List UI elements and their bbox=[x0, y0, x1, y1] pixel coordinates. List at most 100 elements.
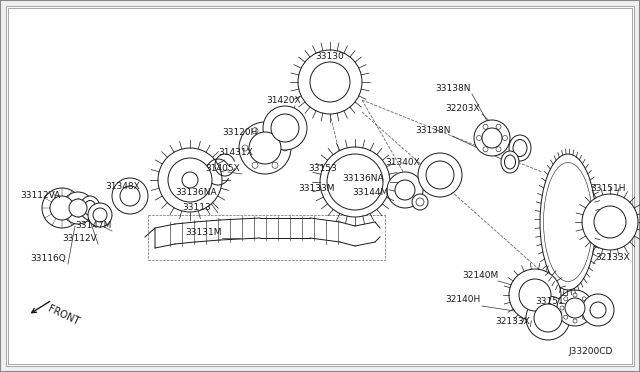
Circle shape bbox=[158, 148, 222, 212]
Circle shape bbox=[42, 188, 82, 228]
Circle shape bbox=[329, 156, 381, 208]
Text: 33112VA: 33112VA bbox=[20, 190, 60, 199]
Circle shape bbox=[335, 169, 340, 175]
Circle shape bbox=[327, 154, 383, 210]
Circle shape bbox=[69, 199, 87, 217]
Circle shape bbox=[582, 315, 586, 319]
Circle shape bbox=[88, 203, 112, 227]
Circle shape bbox=[483, 147, 488, 152]
Circle shape bbox=[565, 298, 585, 318]
Circle shape bbox=[182, 172, 198, 188]
Circle shape bbox=[594, 206, 626, 238]
Text: 33136NA: 33136NA bbox=[342, 173, 383, 183]
Text: 33144M: 33144M bbox=[352, 187, 388, 196]
Circle shape bbox=[282, 145, 288, 151]
Circle shape bbox=[175, 165, 205, 195]
Circle shape bbox=[369, 169, 375, 175]
Circle shape bbox=[298, 50, 362, 114]
Circle shape bbox=[310, 62, 350, 102]
Circle shape bbox=[564, 297, 568, 301]
Circle shape bbox=[239, 122, 291, 174]
Text: 33151H: 33151H bbox=[590, 183, 625, 192]
Text: 32133X: 32133X bbox=[495, 317, 530, 327]
Circle shape bbox=[263, 106, 307, 150]
Circle shape bbox=[557, 290, 593, 326]
Text: 33136NA: 33136NA bbox=[175, 187, 216, 196]
Circle shape bbox=[168, 158, 212, 202]
Text: 33151: 33151 bbox=[535, 298, 564, 307]
Circle shape bbox=[252, 128, 258, 134]
Text: 33113: 33113 bbox=[182, 202, 211, 212]
Circle shape bbox=[272, 128, 278, 134]
Ellipse shape bbox=[504, 155, 515, 169]
Text: 33120H: 33120H bbox=[222, 128, 257, 137]
Circle shape bbox=[483, 124, 488, 129]
Text: 33112V: 33112V bbox=[62, 234, 97, 243]
Circle shape bbox=[352, 199, 358, 205]
Circle shape bbox=[582, 194, 638, 250]
Text: 32203X: 32203X bbox=[445, 103, 479, 112]
Text: 31348X: 31348X bbox=[105, 182, 140, 190]
Circle shape bbox=[477, 135, 481, 141]
Text: FRONT: FRONT bbox=[46, 304, 81, 327]
Text: 31420X: 31420X bbox=[266, 96, 301, 105]
Circle shape bbox=[272, 162, 278, 168]
Circle shape bbox=[582, 294, 614, 326]
Circle shape bbox=[50, 196, 74, 220]
Circle shape bbox=[519, 279, 551, 311]
Circle shape bbox=[534, 304, 562, 332]
Text: 33147M: 33147M bbox=[75, 221, 111, 230]
Circle shape bbox=[339, 166, 371, 198]
Text: 31431X: 31431X bbox=[218, 148, 253, 157]
Circle shape bbox=[590, 302, 606, 318]
Text: 31340X: 31340X bbox=[385, 157, 420, 167]
Ellipse shape bbox=[543, 163, 593, 282]
Circle shape bbox=[573, 293, 577, 297]
Circle shape bbox=[369, 189, 375, 195]
Circle shape bbox=[62, 192, 94, 224]
Circle shape bbox=[474, 120, 510, 156]
Circle shape bbox=[496, 147, 501, 152]
Ellipse shape bbox=[84, 201, 96, 215]
Text: 32133X: 32133X bbox=[595, 253, 630, 263]
Circle shape bbox=[412, 194, 428, 210]
Text: 32140M: 32140M bbox=[462, 270, 499, 279]
Circle shape bbox=[112, 178, 148, 214]
Circle shape bbox=[502, 135, 508, 141]
Circle shape bbox=[496, 124, 501, 129]
Circle shape bbox=[335, 189, 340, 195]
Ellipse shape bbox=[80, 196, 100, 220]
Circle shape bbox=[426, 161, 454, 189]
Circle shape bbox=[242, 145, 248, 151]
Text: 33138N: 33138N bbox=[415, 125, 451, 135]
Text: 33138N: 33138N bbox=[435, 83, 470, 93]
Circle shape bbox=[320, 147, 390, 217]
Circle shape bbox=[93, 208, 107, 222]
Ellipse shape bbox=[509, 135, 531, 161]
Text: 33130: 33130 bbox=[315, 51, 344, 61]
Text: J33200CD: J33200CD bbox=[568, 347, 612, 356]
Circle shape bbox=[526, 296, 570, 340]
Circle shape bbox=[252, 162, 258, 168]
Circle shape bbox=[582, 297, 586, 301]
Text: 33131M: 33131M bbox=[185, 228, 221, 237]
Ellipse shape bbox=[540, 154, 596, 290]
Circle shape bbox=[482, 128, 502, 148]
Circle shape bbox=[395, 180, 415, 200]
Ellipse shape bbox=[513, 140, 527, 157]
Text: 33133M: 33133M bbox=[298, 183, 335, 192]
Text: 33153: 33153 bbox=[308, 164, 337, 173]
Circle shape bbox=[387, 172, 423, 208]
Ellipse shape bbox=[501, 151, 519, 173]
Circle shape bbox=[271, 114, 299, 142]
Circle shape bbox=[120, 186, 140, 206]
Text: 33116Q: 33116Q bbox=[30, 253, 66, 263]
Circle shape bbox=[352, 159, 358, 165]
Circle shape bbox=[418, 153, 462, 197]
Circle shape bbox=[249, 132, 281, 164]
Circle shape bbox=[573, 319, 577, 323]
Circle shape bbox=[509, 269, 561, 321]
Text: 31405X: 31405X bbox=[205, 164, 240, 173]
Circle shape bbox=[564, 315, 568, 319]
Circle shape bbox=[560, 306, 564, 310]
